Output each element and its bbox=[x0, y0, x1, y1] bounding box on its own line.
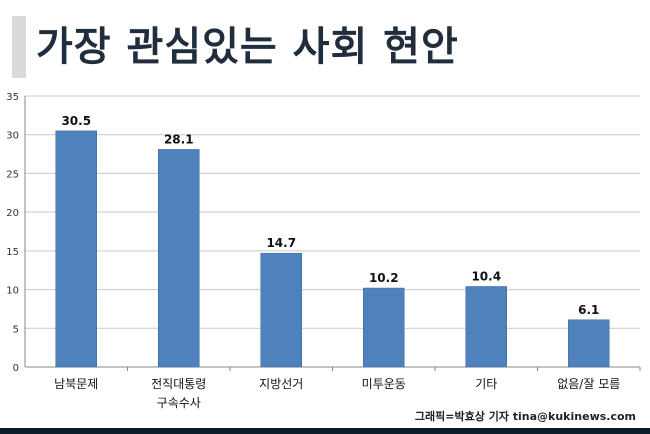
y-tick-label: 30 bbox=[6, 131, 19, 142]
data-label: 28.1 bbox=[164, 132, 194, 146]
bottom-divider bbox=[0, 428, 650, 434]
data-label: 14.7 bbox=[266, 236, 296, 250]
y-tick-label: 25 bbox=[6, 169, 19, 180]
x-tick-label: 전직대통령 bbox=[151, 377, 206, 391]
x-tick-label: 없음/잘 모름 bbox=[557, 377, 620, 391]
bar bbox=[55, 130, 97, 368]
data-label: 30.5 bbox=[61, 114, 91, 128]
y-tick-label: 35 bbox=[6, 92, 19, 103]
bar bbox=[363, 287, 405, 368]
x-tick-label: 지방선거 bbox=[259, 377, 303, 391]
x-tick-label: 남북문제 bbox=[54, 377, 98, 391]
x-tick-label: 구속수사 bbox=[157, 396, 201, 410]
bar bbox=[568, 319, 610, 368]
y-tick-label: 5 bbox=[13, 324, 19, 335]
data-label: 6.1 bbox=[578, 303, 599, 317]
chart-title: 가장 관심있는 사회 현안 bbox=[36, 24, 459, 70]
data-label: 10.4 bbox=[471, 269, 501, 283]
y-tick-label: 0 bbox=[13, 363, 19, 374]
y-tick-label: 15 bbox=[6, 247, 19, 258]
graphic-credit: 그래픽=박효상 기자 tina@kukinews.com bbox=[414, 410, 636, 423]
bar bbox=[158, 149, 200, 368]
bar bbox=[260, 252, 302, 368]
y-tick-label: 20 bbox=[6, 208, 19, 219]
x-tick-label: 기타 bbox=[475, 377, 497, 391]
x-tick-label: 미투운동 bbox=[362, 377, 406, 391]
y-tick-label: 10 bbox=[6, 286, 19, 297]
title-accent-bar bbox=[12, 16, 26, 78]
bar bbox=[465, 286, 507, 368]
data-label: 10.2 bbox=[369, 271, 399, 285]
